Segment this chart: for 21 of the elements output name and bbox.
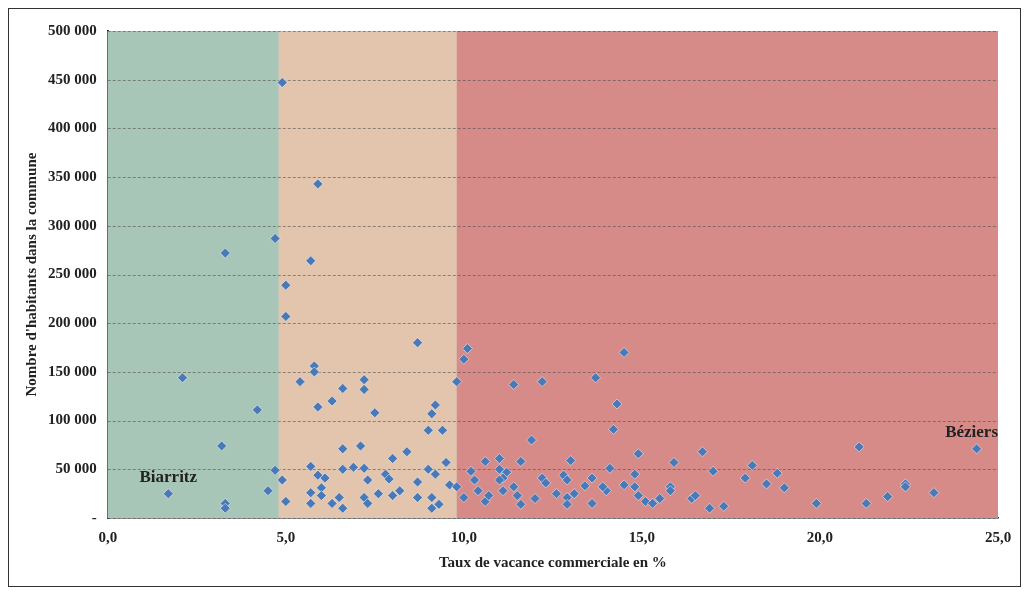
annotation: Biarritz: [139, 466, 198, 486]
y-tick-label: 200 000: [48, 314, 97, 331]
y-tick-label: -: [91, 508, 97, 525]
y-tick-label: 300 000: [48, 216, 97, 233]
y-tick-label: 400 000: [48, 119, 97, 136]
x-tick-label: 25,0: [984, 528, 1012, 545]
x-tick-label: 5,0: [276, 528, 296, 545]
x-tick-label: 15,0: [628, 528, 656, 545]
y-tick-label: 50 000: [55, 460, 97, 477]
y-tick-label: 150 000: [48, 362, 97, 379]
x-axis-title: Taux de vacance commerciale en %: [438, 553, 667, 570]
y-tick-label: 100 000: [48, 411, 97, 428]
x-tick-label: 0,0: [98, 528, 118, 545]
x-tick-label: 20,0: [806, 528, 834, 545]
y-tick-label: 250 000: [48, 265, 97, 282]
y-tick-label: 350 000: [48, 167, 97, 184]
annotation: Béziers: [945, 421, 999, 441]
y-axis-title: Nombre d'habitants dans la commune: [22, 152, 39, 397]
x-tick-label: 10,0: [450, 528, 477, 545]
y-tick-label: 500 000: [48, 21, 97, 38]
y-tick-label: 450 000: [48, 70, 97, 87]
